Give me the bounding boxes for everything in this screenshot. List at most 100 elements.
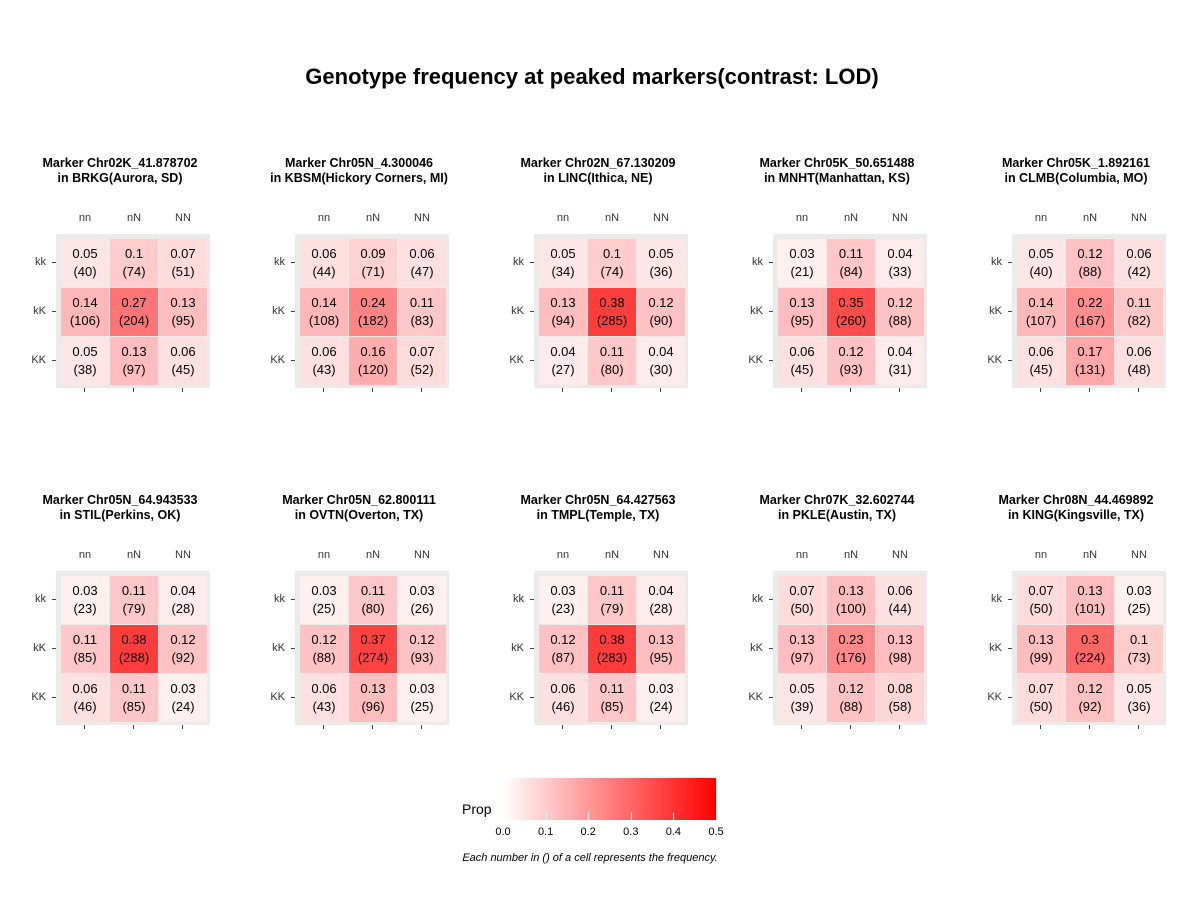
heatmap-cell: 0.03 (24) — [637, 674, 685, 722]
cell-frequency: (120) — [357, 362, 389, 377]
cell-proportion: 0.05 — [72, 344, 98, 359]
cell-frequency: (38) — [73, 362, 97, 377]
panel-title-location: in STIL(Perkins, OK) — [59, 508, 181, 522]
cell-frequency: (26) — [410, 601, 434, 616]
heatmap-cell: 0.03 (24) — [159, 674, 207, 722]
cell-proportion: 0.13 — [170, 295, 196, 310]
y-tick-mark — [769, 262, 773, 263]
cell-proportion: 0.06 — [72, 681, 98, 696]
x-tick-label: nn — [795, 549, 809, 561]
heatmap-cell: 0.08 (58) — [876, 674, 924, 722]
cell-frequency: (88) — [1078, 264, 1102, 279]
heatmap-cell: 0.12 (88) — [827, 674, 875, 722]
heatmap-cell: 0.03 (21) — [778, 239, 826, 287]
cell-frequency: (95) — [171, 313, 195, 328]
x-tick-label: nn — [795, 212, 809, 224]
panel-title: Marker Chr05N_64.943533 in STIL(Perkins, … — [0, 493, 240, 523]
cell-proportion: 0.05 — [72, 246, 98, 261]
heatmap-cell: 0.12 (87) — [539, 625, 587, 673]
heatmap-cell: 0.13 (101) — [1066, 576, 1114, 624]
heatmap-panel: Marker Chr05K_50.651488 in MNHT(Manhattan… — [717, 156, 957, 416]
x-tick-label: nn — [1034, 212, 1048, 224]
y-tick-mark — [1008, 262, 1012, 263]
x-tick-mark — [801, 725, 802, 729]
y-tick-mark — [769, 648, 773, 649]
x-tick-label: NN — [175, 549, 191, 561]
cell-frequency: (34) — [551, 264, 575, 279]
panel-title-marker: Marker Chr05N_64.943533 — [42, 493, 198, 507]
cell-proportion: 0.3 — [1080, 632, 1100, 647]
heatmap-cell: 0.05 (34) — [539, 239, 587, 287]
x-tick-label: NN — [892, 549, 908, 561]
heatmap-cell: 0.23 (176) — [827, 625, 875, 673]
cell-proportion: 0.12 — [409, 632, 435, 647]
cell-proportion: 0.03 — [72, 583, 98, 598]
x-tick-mark — [660, 388, 661, 392]
panel-title-marker: Marker Chr02N_67.130209 — [520, 156, 676, 170]
cell-proportion: 0.03 — [409, 583, 435, 598]
cell-proportion: 0.35 — [838, 295, 864, 310]
x-tick-mark — [899, 388, 900, 392]
cell-proportion: 0.07 — [409, 344, 435, 359]
cell-proportion: 0.06 — [887, 583, 913, 598]
caption: Each number in () of a cell represents t… — [462, 852, 718, 864]
cell-proportion: 0.12 — [550, 632, 576, 647]
y-tick-label: kk — [752, 256, 763, 268]
cell-proportion: 0.06 — [789, 344, 815, 359]
cell-frequency: (274) — [357, 650, 389, 665]
x-tick-label: NN — [414, 212, 430, 224]
cell-frequency: (50) — [1029, 601, 1053, 616]
heatmap-cell: 0.13 (100) — [827, 576, 875, 624]
y-tick-mark — [52, 697, 56, 698]
y-tick-mark — [291, 599, 295, 600]
cell-frequency: (131) — [1074, 362, 1106, 377]
cell-frequency: (92) — [1078, 699, 1102, 714]
y-tick-label: KK — [509, 354, 524, 366]
heatmap-cell: 0.12 (90) — [637, 288, 685, 336]
cell-frequency: (36) — [1127, 699, 1151, 714]
cell-proportion: 0.12 — [648, 295, 674, 310]
y-tick-mark — [291, 262, 295, 263]
panel-title-marker: Marker Chr07K_32.602744 — [759, 493, 915, 507]
cell-frequency: (46) — [73, 699, 97, 714]
x-tick-mark — [84, 388, 85, 392]
x-tick-mark — [1040, 725, 1041, 729]
legend-tick-mark — [630, 812, 632, 820]
cell-proportion: 0.05 — [1028, 246, 1054, 261]
cell-frequency: (96) — [361, 699, 385, 714]
cell-frequency: (42) — [1127, 264, 1151, 279]
x-tick-mark — [850, 388, 851, 392]
legend-tick-mark — [588, 812, 590, 820]
cell-frequency: (97) — [122, 362, 146, 377]
heatmap-cell: 0.13 (95) — [159, 288, 207, 336]
heatmap-cell: 0.06 (46) — [539, 674, 587, 722]
cell-proportion: 0.03 — [311, 583, 337, 598]
cell-proportion: 0.11 — [121, 681, 147, 696]
heatmap-cell: 0.13 (97) — [110, 337, 158, 385]
heatmap-cell: 0.07 (52) — [398, 337, 446, 385]
x-tick-label: nN — [843, 212, 859, 224]
y-tick-mark — [530, 599, 534, 600]
y-tick-label: kK — [272, 305, 285, 317]
cell-frequency: (50) — [1029, 699, 1053, 714]
x-tick-label: nn — [1034, 549, 1048, 561]
cell-frequency: (43) — [312, 362, 336, 377]
legend-tick-label: 0.2 — [580, 826, 596, 838]
cell-frequency: (21) — [790, 264, 814, 279]
cell-frequency: (94) — [551, 313, 575, 328]
cell-frequency: (74) — [122, 264, 146, 279]
y-tick-label: kk — [274, 256, 285, 268]
x-tick-mark — [611, 725, 612, 729]
panel-title: Marker Chr05K_50.651488 in MNHT(Manhattan… — [717, 156, 957, 186]
y-tick-mark — [769, 697, 773, 698]
panel-title: Marker Chr02K_41.878702 in BRKG(Aurora, S… — [0, 156, 240, 186]
x-tick-mark — [323, 388, 324, 392]
cell-proportion: 0.04 — [550, 344, 576, 359]
legend-tick-label: 0.0 — [495, 826, 511, 838]
x-tick-label: nN — [126, 212, 142, 224]
x-tick-mark — [1138, 388, 1139, 392]
cell-frequency: (28) — [171, 601, 195, 616]
heatmap-cell: 0.11 (84) — [827, 239, 875, 287]
cell-frequency: (92) — [171, 650, 195, 665]
x-tick-label: nn — [317, 549, 331, 561]
